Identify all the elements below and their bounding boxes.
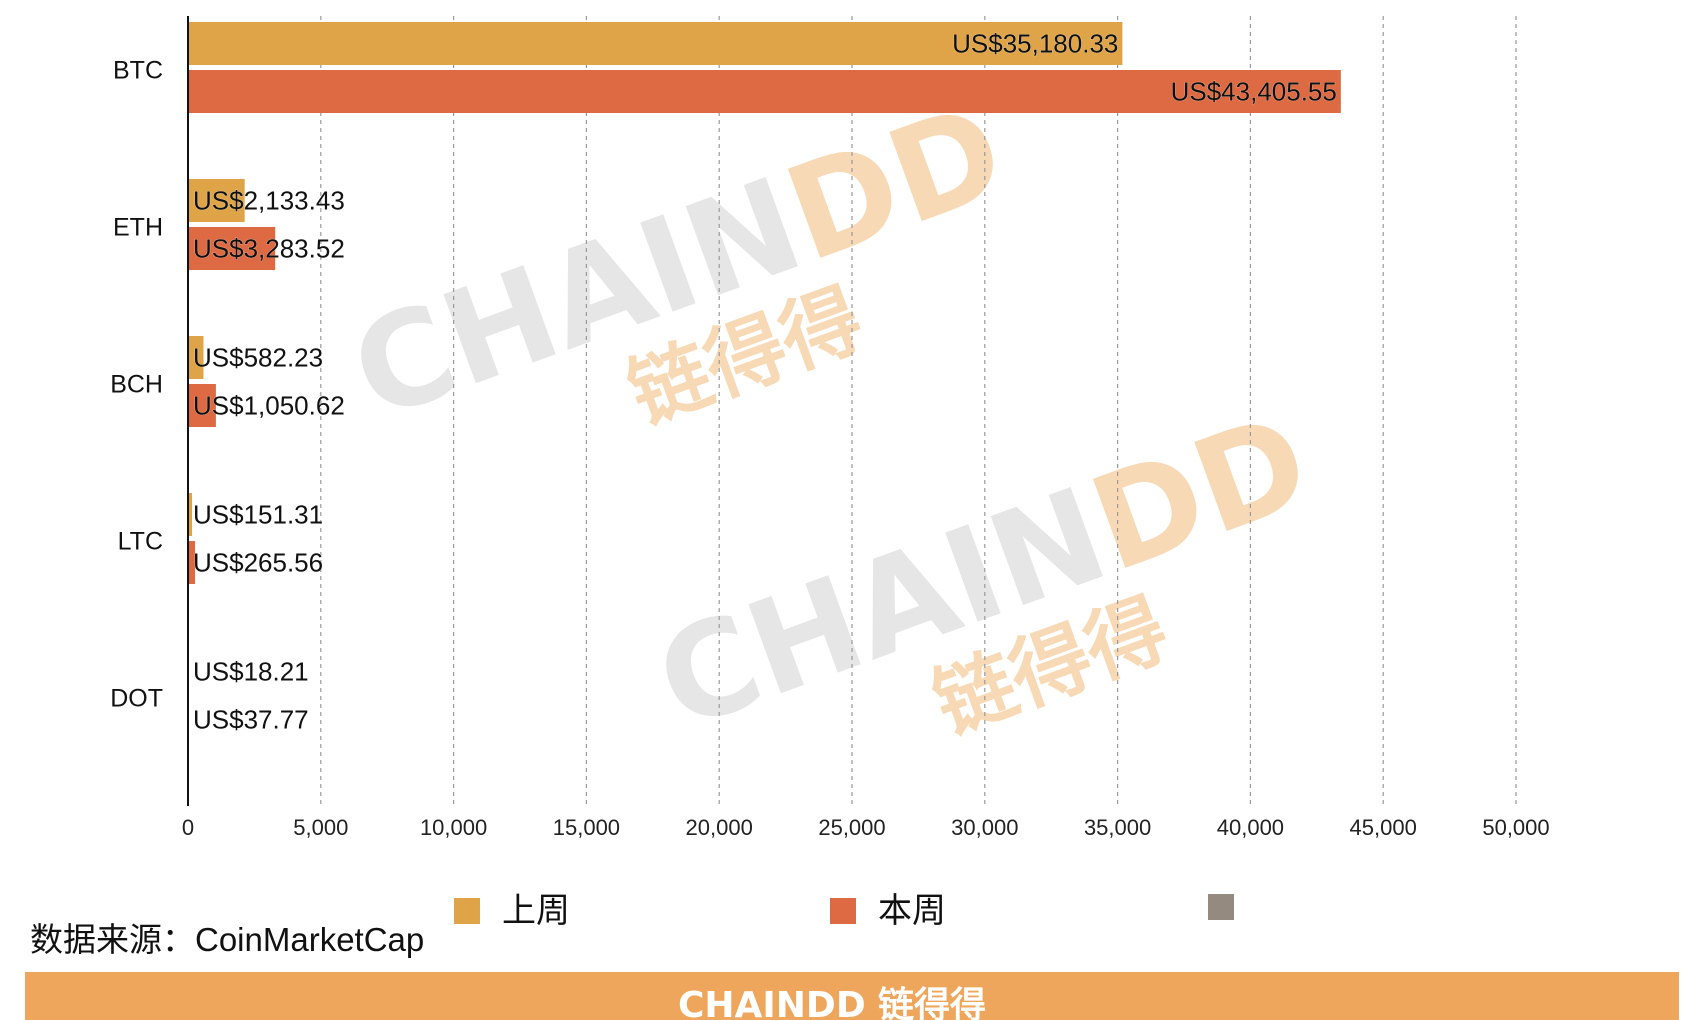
bar-ltc-0 <box>188 493 193 536</box>
legend-swatch-0 <box>454 898 480 924</box>
category-label-bch: BCH <box>110 371 163 399</box>
category-label-eth: ETH <box>113 214 163 242</box>
bar-btc-0 <box>188 22 1123 65</box>
tick-labels: 0 5,000 10,000 15,000 20,000 25,000 30,000 35,0… <box>182 815 1550 840</box>
legend-label-0: 上周 <box>502 892 570 930</box>
data-label-eth-0: US$2,133.43 <box>193 186 345 216</box>
bars <box>188 22 1341 741</box>
x-tick-label-4: 20,000 <box>686 815 753 840</box>
x-tick-label-2: 10,000 <box>420 815 487 840</box>
footer-background <box>25 972 1679 1020</box>
x-tick-label-5: 25,000 <box>818 815 885 840</box>
category-labels: BTC ETH BCH LTC DOT <box>110 57 163 713</box>
data-label-bch-0: US$582.23 <box>193 343 323 373</box>
footer-brand-cjk: 链得得 <box>878 985 986 1020</box>
grid <box>320 16 1517 806</box>
data-labels: US$35,180.33 US$43,405.55 US$2,133.43 US$3,… <box>193 28 1338 735</box>
category-label-btc: BTC <box>113 57 163 85</box>
source-note: 数据来源：CoinMarketCap <box>30 921 424 958</box>
x-tick-label-0: 0 <box>182 815 194 840</box>
legend-label-1: 本周 <box>878 892 946 930</box>
legend-swatch-2 <box>1208 894 1234 920</box>
bar-eth-0 <box>188 179 245 222</box>
data-label-dot-0: US$18.21 <box>193 657 309 687</box>
legend-swatch-1 <box>830 898 856 924</box>
legend: 上周 本周 <box>454 892 1234 930</box>
x-tick-label-9: 45,000 <box>1350 815 1417 840</box>
x-tick-label-7: 35,000 <box>1084 815 1151 840</box>
x-tick-label-8: 40,000 <box>1217 815 1284 840</box>
x-tick-label-3: 15,000 <box>553 815 620 840</box>
x-tick-label-1: 5,000 <box>293 815 348 840</box>
data-label-ltc-0: US$151.31 <box>193 500 323 530</box>
bar-bch-0 <box>188 336 204 379</box>
bar-eth-1 <box>188 227 276 270</box>
bar-btc-1 <box>188 70 1341 113</box>
data-label-dot-1: US$37.77 <box>193 705 309 735</box>
footer-brand: CHAINDD <box>678 985 866 1020</box>
data-label-btc-1: US$43,405.55 <box>1171 77 1337 107</box>
data-label-eth-1: US$3,283.52 <box>193 234 345 264</box>
data-label-ltc-1: US$265.56 <box>193 548 323 578</box>
footer-banner: CHAINDD 链得得 <box>25 972 1679 1020</box>
x-tick-label-6: 30,000 <box>951 815 1018 840</box>
category-label-dot: DOT <box>110 685 163 713</box>
bar-bch-1 <box>188 384 216 427</box>
data-label-btc-0: US$35,180.33 <box>952 29 1118 59</box>
bar-ltc-1 <box>188 541 196 584</box>
category-label-ltc: LTC <box>118 528 163 556</box>
x-tick-label-10: 50,000 <box>1482 815 1549 840</box>
data-label-bch-1: US$1,050.62 <box>193 391 345 421</box>
